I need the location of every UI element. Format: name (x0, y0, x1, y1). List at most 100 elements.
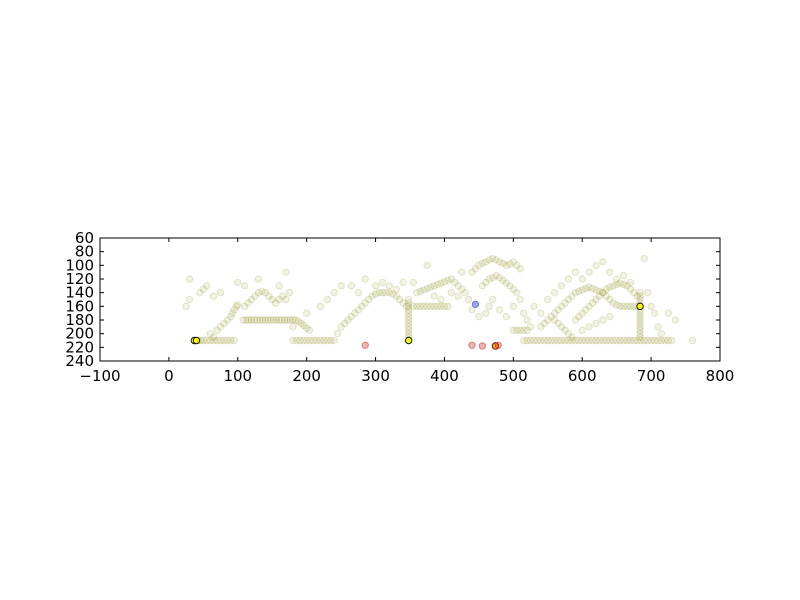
main-point (437, 302, 445, 311)
main-point (530, 336, 538, 345)
main-point (433, 302, 442, 311)
main-point (550, 336, 559, 345)
main-point (657, 329, 666, 338)
main-point (571, 288, 580, 297)
main-point (337, 282, 345, 290)
main-point (272, 316, 281, 324)
main-point (630, 288, 638, 297)
main-point (619, 271, 628, 280)
main-point (561, 299, 569, 307)
main-point (289, 336, 297, 345)
main-point (289, 323, 297, 331)
main-point (206, 329, 214, 338)
main-point (404, 309, 413, 317)
main-point (502, 279, 511, 287)
main-point (261, 316, 270, 324)
main-point (258, 316, 267, 324)
main-point (247, 316, 256, 324)
main-point (244, 299, 252, 307)
main-point (640, 254, 648, 263)
main-point (550, 309, 559, 317)
main-point (302, 336, 311, 345)
main-point (209, 333, 218, 341)
main-point (643, 336, 652, 345)
main-point (347, 282, 356, 290)
main-point (602, 292, 611, 300)
main-point (636, 312, 644, 321)
main-point (585, 302, 593, 311)
main-point (578, 275, 586, 283)
main-point (606, 312, 614, 321)
main-point (286, 316, 294, 324)
main-point (368, 292, 376, 300)
main-point (282, 295, 290, 304)
main-point (185, 295, 194, 304)
main-point (457, 285, 466, 293)
main-point (404, 299, 413, 307)
main-point (557, 282, 566, 290)
main-point (575, 287, 583, 295)
main-point (544, 336, 552, 345)
main-point (220, 336, 228, 345)
main-point (568, 292, 576, 300)
main-point (636, 326, 644, 334)
main-point (289, 316, 297, 324)
main-point (275, 295, 283, 304)
main-point (564, 275, 573, 283)
main-point (327, 336, 335, 345)
main-point (581, 336, 590, 345)
main-point (640, 336, 648, 345)
main-point (626, 336, 635, 345)
main-point (564, 329, 573, 338)
main-point (595, 292, 604, 300)
main-point (585, 283, 593, 291)
main-point (647, 302, 655, 311)
main-point (232, 302, 241, 311)
main-point (633, 292, 642, 300)
main-point (602, 285, 611, 293)
main-point (351, 309, 359, 317)
main-point (430, 302, 438, 311)
main-point (337, 323, 345, 331)
main-point (245, 316, 253, 324)
main-point (568, 336, 576, 345)
main-point (654, 336, 662, 345)
main-point (278, 316, 286, 324)
main-point (437, 279, 445, 287)
main-point (230, 336, 239, 345)
main-point (609, 282, 617, 290)
main-point (647, 336, 655, 345)
main-point (664, 309, 673, 317)
main-point (564, 295, 573, 304)
main-point (509, 258, 518, 266)
main-point (267, 316, 275, 324)
main-point (404, 295, 413, 304)
main-point (547, 312, 555, 321)
main-point (537, 309, 545, 317)
main-point (509, 326, 518, 334)
y-tick-label: 80 (75, 243, 94, 261)
main-point (251, 292, 259, 300)
main-point (358, 302, 366, 311)
main-point (513, 288, 521, 297)
main-point (309, 336, 318, 345)
main-point (540, 319, 549, 328)
plot-frame (99, 237, 721, 362)
points-layer (182, 254, 697, 350)
main-point (578, 286, 586, 294)
main-point (502, 261, 511, 270)
main-point (392, 292, 400, 300)
main-point (242, 316, 250, 324)
main-point (609, 336, 617, 345)
main-point (540, 336, 549, 345)
main-point (305, 326, 314, 334)
main-point (420, 302, 428, 311)
main-point (471, 265, 480, 273)
main-point (544, 295, 552, 304)
main-point (636, 292, 644, 300)
main-point (599, 258, 607, 266)
main-point (475, 261, 483, 270)
main-point (492, 271, 500, 280)
x-tick-label: 200 (292, 367, 321, 385)
